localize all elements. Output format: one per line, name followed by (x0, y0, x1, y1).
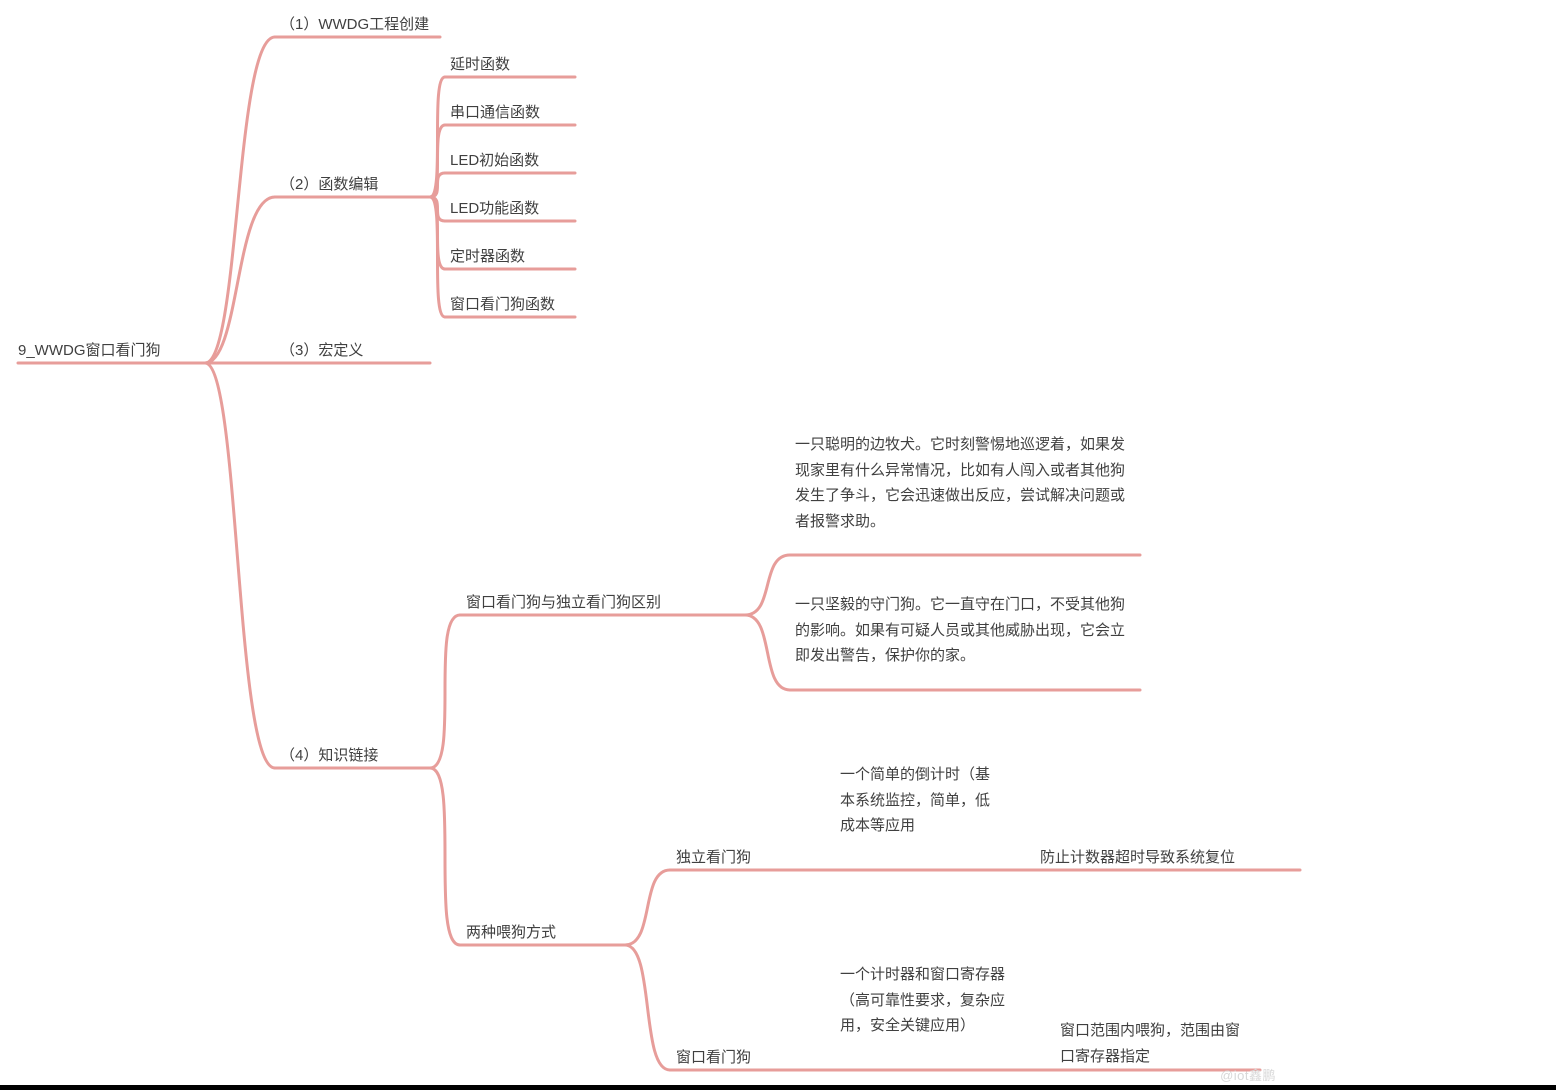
note-border-collie: 一只聪明的边牧犬。它时刻警惕地巡逻着，如果发现家里有什么异常情况，比如有人闯入或… (795, 432, 1135, 534)
leaf-led-func[interactable]: LED功能函数 (450, 196, 539, 222)
node-knowledge-link[interactable]: （4）知识链接 (280, 743, 378, 769)
leaf-led-init[interactable]: LED初始函数 (450, 148, 539, 174)
watermark: @iot鑫鹏 (1220, 1065, 1276, 1084)
mindmap-connectors (0, 0, 1556, 1090)
note-window-purpose: 窗口范围内喂狗，范围由窗口寄存器指定 (1060, 1018, 1250, 1069)
note-guard-dog: 一只坚毅的守门狗。它一直守在门口，不受其他狗的影响。如果有可疑人员或其他威胁出现… (795, 592, 1135, 669)
note-indep-desc: 一个简单的倒计时（基本系统监控，简单，低成本等应用 (840, 762, 990, 839)
node-indep-watchdog[interactable]: 独立看门狗 (676, 845, 751, 871)
leaf-delay-func[interactable]: 延时函数 (450, 52, 510, 78)
leaf-timer-func[interactable]: 定时器函数 (450, 244, 525, 270)
note-indep-purpose: 防止计数器超时导致系统复位 (1040, 845, 1235, 871)
leaf-uart-func[interactable]: 串口通信函数 (450, 100, 540, 126)
note-window-desc: 一个计时器和窗口寄存器（高可靠性要求，复杂应用，安全关键应用） (840, 962, 1005, 1039)
node-feed-methods[interactable]: 两种喂狗方式 (466, 920, 556, 946)
bottom-bar (0, 1085, 1556, 1090)
root-node[interactable]: 9_WWDG窗口看门狗 (18, 338, 161, 364)
node-watchdog-diff[interactable]: 窗口看门狗与独立看门狗区别 (466, 590, 661, 616)
node-macro-def[interactable]: （3）宏定义 (280, 338, 363, 364)
node-window-watchdog[interactable]: 窗口看门狗 (676, 1045, 751, 1071)
node-func-edit[interactable]: （2）函数编辑 (280, 172, 378, 198)
node-wwdg-create[interactable]: （1）WWDG工程创建 (280, 12, 429, 38)
leaf-wwdg-func[interactable]: 窗口看门狗函数 (450, 292, 555, 318)
